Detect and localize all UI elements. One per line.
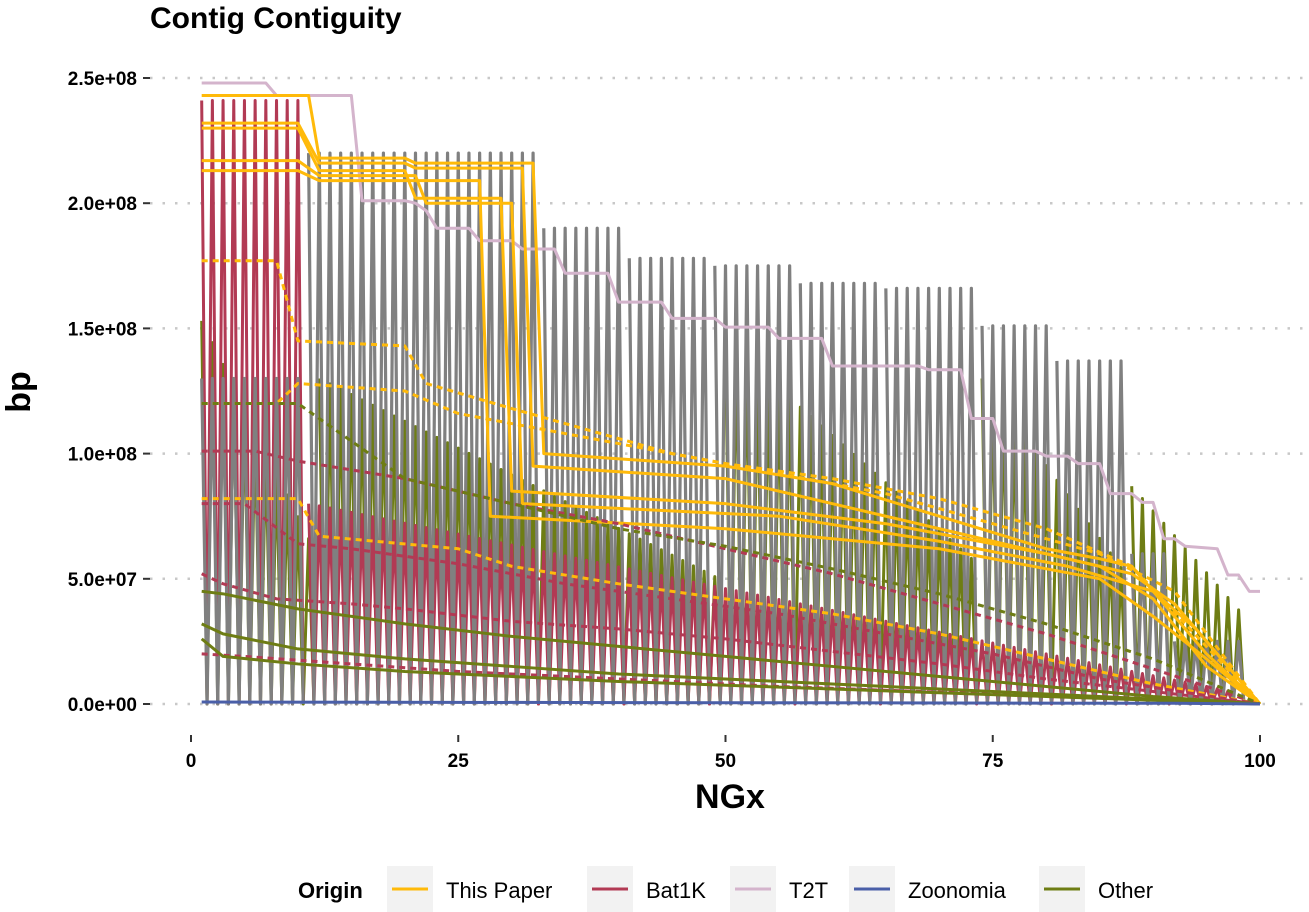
legend-entry-label: T2T [789,878,828,903]
series-line-7 [201,381,1262,705]
series-line-9 [201,449,1261,706]
series-line-16 [200,637,1261,706]
legend: Origin This Paper Bat1K T2T Zoonomia Other [298,866,1153,912]
series-line-10 [201,502,1261,706]
series-line-11 [201,572,1261,706]
series-line-17 [201,700,1261,706]
series-line-14 [201,589,1261,706]
series-line-8 [201,497,1261,706]
chart-title: Contig Contiguity [150,2,402,35]
y-tick-label: 1.5e+08 [68,319,137,340]
series-line-6 [201,259,1262,706]
sawtooth-trace-0-1 [306,151,541,706]
x-tick-label: 75 [982,751,1004,772]
series-layer [200,81,1262,706]
plot-area [200,81,1262,706]
series-line-15 [201,622,1261,706]
series-line-13 [201,402,1261,706]
sawtooth-trace-0-2 [542,226,626,706]
legend-entry-label: Other [1098,878,1153,903]
legend-entry-label: Bat1K [646,878,706,903]
y-tick-label: 1.0e+08 [68,445,137,466]
x-tick-label: 0 [186,751,197,772]
sawtooth-trace-0-7 [980,324,1054,706]
x-axis-label: NGx [695,778,765,816]
y-tick-label: 2.0e+08 [68,194,137,215]
series-line-2 [201,121,1261,706]
sawtooth-layer [200,99,1246,706]
x-tick-label: 100 [1244,751,1276,772]
sawtooth-trace-0-0 [200,376,305,706]
series-line-3 [201,126,1262,705]
y-axis-label: bp [0,371,38,413]
x-axis-ticks: 0 25 50 75 100 [186,735,1276,772]
x-tick-label: 50 [715,751,736,772]
y-tick-label: 0.0e+00 [68,695,137,716]
series-line-5 [201,169,1261,706]
legend-title: Origin [298,878,363,903]
y-tick-label: 5.0e+07 [68,570,137,591]
legend-entry-label: Zoonomia [908,878,1007,903]
y-tick-label: 2.5e+08 [68,69,137,90]
series-line-0 [201,81,1260,593]
y-axis-ticks: 0.0e+00 5.0e+07 1.0e+08 1.5e+08 2.0e+08 2.5e+… [68,69,150,716]
x-tick-label: 25 [448,751,470,772]
sawtooth-trace-0-3 [627,256,712,706]
legend-entry-label: This Paper [446,878,552,903]
